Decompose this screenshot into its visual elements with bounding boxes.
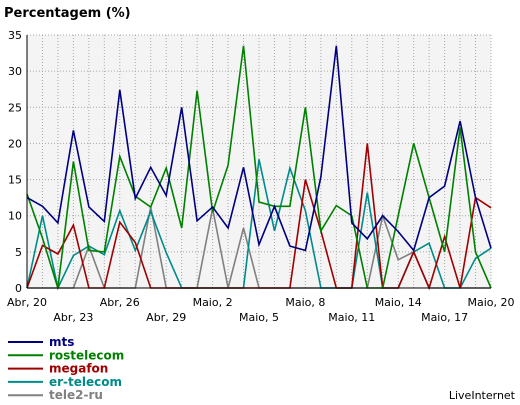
- x-tick-label: Maio, 14: [375, 296, 422, 309]
- y-tick-label: 5: [15, 246, 22, 259]
- x-tick-label: Maio, 8: [285, 296, 325, 309]
- x-axis: Abr, 20 Abr, 26 Maio, 2 Maio, 8 Maio, 14 Maio…: [7, 296, 515, 324]
- grid: [27, 34, 492, 288]
- legend-label-rostelecom: rostelecom: [49, 348, 124, 362]
- x-tick-label: Abr, 26: [100, 296, 140, 309]
- series-line-rostelecom: [26, 45, 492, 289]
- y-tick-label: 25: [8, 101, 22, 114]
- y-tick-label: 30: [8, 65, 22, 78]
- legend-label-mts: mts: [49, 335, 74, 349]
- x-tick-label: Maio, 5: [239, 311, 279, 324]
- x-tick-label: Abr, 20: [7, 296, 47, 309]
- y-tick-label: 15: [8, 174, 22, 187]
- legend-label-er-telecom: er-telecom: [49, 375, 122, 389]
- y-tick-label: 10: [8, 210, 22, 223]
- x-tick-label: Maio, 17: [421, 311, 468, 324]
- x-tick-label: Maio, 20: [467, 296, 514, 309]
- series-line-mts: [26, 45, 492, 253]
- y-axis: 0 5 10 15 20 25 30 35: [8, 29, 22, 295]
- y-tick-label: 20: [8, 137, 22, 150]
- x-tick-label: Abr, 23: [53, 311, 93, 324]
- x-tick-label: Maio, 11: [328, 311, 375, 324]
- y-tick-label: 0: [15, 282, 22, 295]
- y-tick-label: 35: [8, 29, 22, 42]
- x-tick-label: Abr, 29: [146, 311, 186, 324]
- legend-label-megafon: megafon: [49, 362, 108, 376]
- chart-title: Percentagem (%): [4, 6, 131, 21]
- brand-label: LiveInternet: [449, 389, 516, 402]
- x-tick-label: Maio, 2: [193, 296, 233, 309]
- legend-label-tele2-ru: tele2-ru: [49, 388, 103, 402]
